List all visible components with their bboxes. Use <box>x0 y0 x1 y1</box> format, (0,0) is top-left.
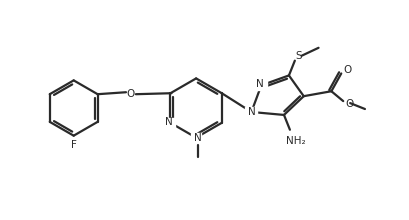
Text: O: O <box>126 89 135 99</box>
Text: F: F <box>71 139 76 150</box>
Text: N: N <box>194 133 202 143</box>
Bar <box>165 118 175 128</box>
Bar <box>191 133 200 143</box>
Text: N: N <box>256 79 263 89</box>
Bar <box>245 107 257 117</box>
Text: N: N <box>247 107 255 117</box>
Text: NH₂: NH₂ <box>285 136 305 146</box>
Text: O: O <box>344 99 353 109</box>
Bar <box>255 80 267 90</box>
Text: O: O <box>342 64 351 75</box>
Text: S: S <box>295 51 301 61</box>
Text: N: N <box>164 117 172 127</box>
